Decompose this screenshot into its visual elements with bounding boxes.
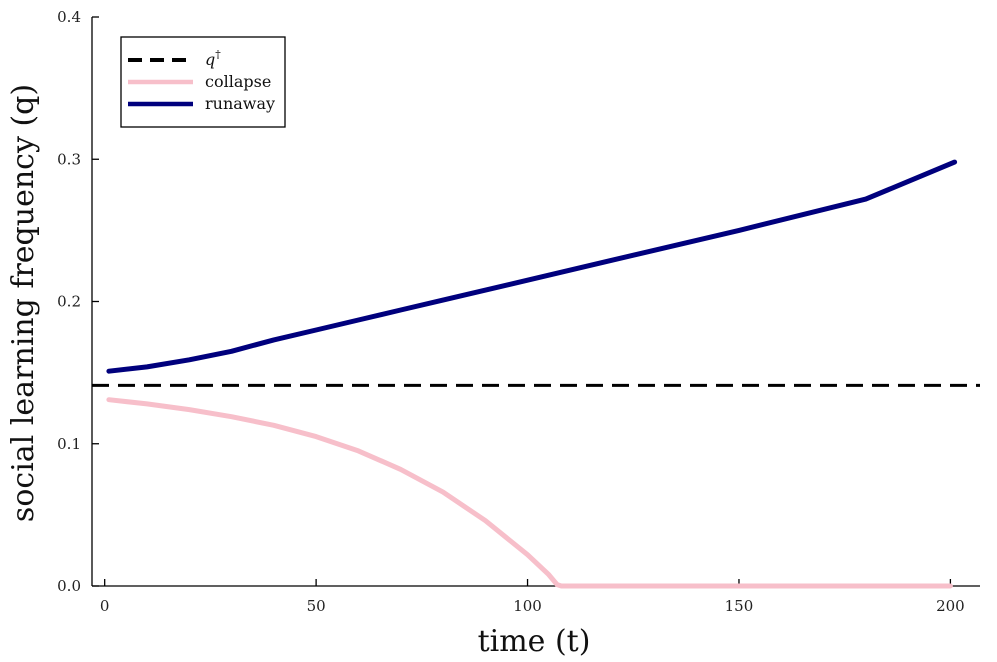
y-tick-label: 0.0 bbox=[57, 577, 81, 595]
y-tick-label: 0.4 bbox=[57, 8, 81, 26]
y-axis-label: social learning frequency (q) bbox=[6, 84, 41, 522]
series-line-collapse bbox=[106, 397, 953, 589]
y-tick-label: 0.2 bbox=[57, 293, 81, 311]
legend-label-q-sup: † bbox=[215, 48, 221, 61]
series-line-runaway bbox=[106, 159, 958, 374]
x-tick-label: 200 bbox=[936, 597, 965, 615]
legend-label-runaway: runaway bbox=[205, 94, 275, 113]
x-ticks: 0 50 100 150 200 bbox=[100, 579, 965, 615]
y-tick-label: 0.1 bbox=[57, 435, 81, 453]
legend-label-q-dagger: q† bbox=[205, 48, 221, 69]
x-tick-label: 50 bbox=[307, 597, 326, 615]
legend-label-q-main: q bbox=[205, 50, 215, 69]
legend: q† collapse runaway bbox=[120, 36, 286, 128]
y-ticks: 0.0 0.1 0.2 0.3 0.4 bbox=[57, 8, 99, 595]
series-layer bbox=[92, 159, 980, 589]
y-tick-label: 0.3 bbox=[57, 150, 81, 168]
x-axis-label: time (t) bbox=[478, 624, 591, 659]
legend-label-collapse: collapse bbox=[205, 72, 271, 91]
x-tick-label: 100 bbox=[513, 597, 542, 615]
x-tick-label: 0 bbox=[100, 597, 110, 615]
x-tick-label: 150 bbox=[725, 597, 754, 615]
